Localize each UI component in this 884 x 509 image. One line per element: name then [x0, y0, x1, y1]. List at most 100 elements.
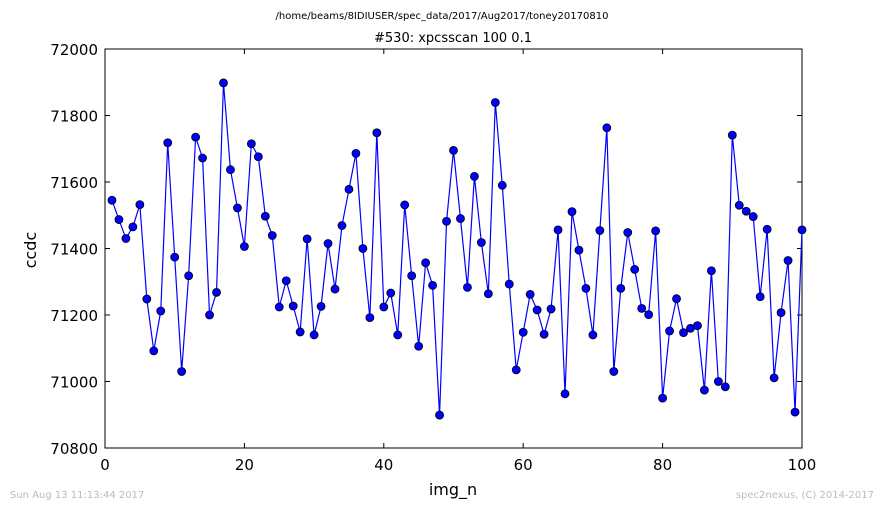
data-point [107, 195, 117, 205]
data-point [525, 289, 535, 299]
data-point [720, 382, 730, 392]
data-point [553, 225, 563, 235]
data-point [344, 184, 354, 194]
data-point [449, 146, 458, 155]
data-point [114, 215, 124, 224]
file-path-header: /home/beams/8IDIUSER/spec_data/2017/Aug2… [276, 11, 609, 22]
data-point [274, 302, 284, 312]
data-point [295, 327, 305, 337]
data-point [769, 373, 779, 383]
data-point [163, 138, 173, 148]
data-point [665, 326, 674, 336]
x-tick-label: 40 [374, 456, 393, 474]
data-point [483, 289, 493, 299]
data-point [748, 212, 758, 221]
x-tick-label: 80 [653, 456, 672, 474]
x-tick-label: 0 [100, 456, 110, 474]
data-point [672, 294, 681, 304]
data-point [644, 310, 654, 320]
data-point [309, 330, 319, 340]
y-axis-ticks: 70800 71000 71200 71400 71600 71800 72000 [50, 41, 802, 458]
chart-title: #530: xpcsscan 100 0.1 [374, 31, 532, 46]
data-point [428, 281, 437, 290]
data-point [393, 330, 403, 340]
data-point [581, 283, 591, 293]
data-point [700, 385, 709, 395]
data-point [135, 200, 145, 210]
footer-credit: spec2nexus, (C) 2014-2017 [736, 490, 874, 501]
data-point [281, 276, 291, 286]
data-point [497, 180, 507, 190]
data-point [407, 271, 417, 281]
data-point [442, 216, 451, 226]
data-point [679, 328, 688, 338]
data-point [783, 256, 793, 265]
y-axis-label: ccdc [21, 232, 40, 269]
data-point [372, 128, 382, 138]
data-point [239, 242, 249, 251]
x-tick-label: 100 [788, 456, 817, 474]
data-point [358, 244, 368, 253]
data-point [511, 365, 521, 375]
data-point [490, 98, 500, 107]
data-point [379, 302, 389, 312]
x-axis-label: img_n [429, 480, 477, 500]
data-point [414, 341, 424, 351]
data-point [128, 222, 138, 232]
x-axis-ticks: 0 20 40 60 80 100 [100, 49, 816, 474]
data-point [567, 207, 577, 216]
data-point [198, 153, 207, 163]
y-tick-label: 71400 [50, 241, 98, 259]
data-point [518, 327, 528, 337]
data-point [637, 303, 647, 313]
data-point [727, 130, 737, 140]
y-tick-label: 70800 [50, 440, 98, 458]
data-point [267, 231, 277, 240]
data-point [574, 245, 584, 255]
x-tick-label: 60 [514, 456, 533, 474]
data-point [212, 287, 221, 297]
data-point [365, 313, 375, 323]
data-point [205, 310, 214, 320]
data-point [337, 221, 347, 230]
data-point [651, 226, 661, 236]
data-point [470, 171, 479, 181]
data-point [149, 346, 159, 356]
data-point [316, 301, 326, 311]
data-point [616, 283, 626, 293]
data-point [323, 239, 333, 248]
data-point [456, 214, 465, 223]
data-point [790, 407, 800, 417]
data-point [156, 306, 166, 316]
data-point [302, 234, 312, 244]
y-tick-label: 71600 [50, 174, 98, 192]
y-tick-label: 71800 [50, 108, 98, 126]
data-point [435, 410, 444, 420]
data-point [734, 200, 744, 210]
data-point [595, 226, 605, 235]
data-point [532, 305, 542, 315]
data-point [539, 329, 549, 339]
y-tick-label: 71000 [50, 374, 98, 392]
data-point [121, 234, 131, 243]
data-point [260, 211, 270, 221]
y-tick-label: 71200 [50, 307, 98, 325]
data-point [713, 377, 723, 386]
data-point [233, 203, 242, 213]
series-ccdc [107, 78, 807, 420]
data-point [142, 294, 152, 304]
data-point [386, 288, 396, 298]
data-point [463, 283, 472, 292]
data-point [762, 224, 772, 234]
y-tick-label: 72000 [50, 41, 98, 59]
data-point [693, 321, 702, 331]
data-point [658, 393, 667, 403]
data-point [400, 200, 410, 210]
data-point [609, 367, 619, 376]
data-point [546, 304, 556, 314]
data-point [560, 389, 570, 399]
data-point [219, 78, 228, 88]
data-point [351, 149, 361, 158]
data-point [421, 258, 431, 268]
